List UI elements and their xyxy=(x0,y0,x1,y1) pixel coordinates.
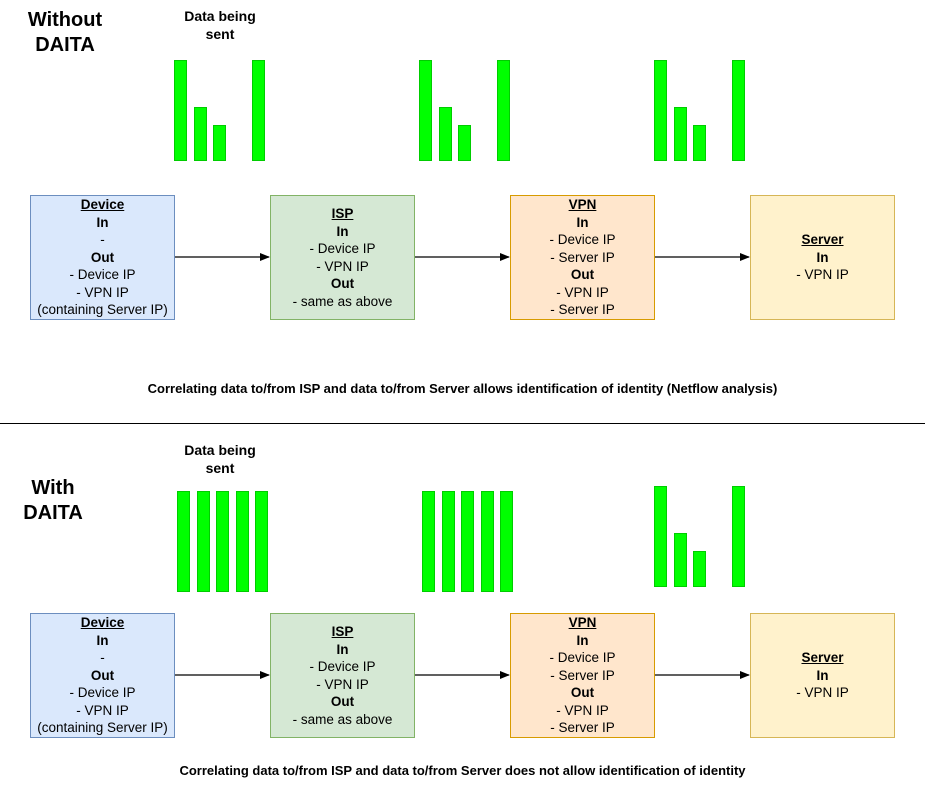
traffic-bar xyxy=(174,60,187,161)
box-line: - VPN IP xyxy=(316,258,369,274)
box-line: - Server IP xyxy=(550,720,615,736)
section-title-with-daita: With DAITA xyxy=(23,477,83,524)
device-box-title: Device xyxy=(80,197,125,213)
box-section-heading: Out xyxy=(330,694,355,709)
correlation-note: Correlating data to/from ISP and data to… xyxy=(179,763,746,778)
box-section-heading: Out xyxy=(570,685,595,701)
box-line: - Device IP xyxy=(309,659,376,674)
traffic-bars-isp xyxy=(422,491,514,592)
traffic-bar xyxy=(458,125,471,161)
box-line: - xyxy=(100,650,105,666)
traffic-bar xyxy=(673,107,687,161)
traffic-bars-device xyxy=(174,60,266,161)
data-being-sent-caption: Data being sent xyxy=(184,8,256,42)
box-section-heading: In xyxy=(816,667,829,683)
traffic-bar xyxy=(693,125,706,161)
box-line: - same as above xyxy=(292,711,393,727)
vpn-box: VPN In - Device IP - Server IP Out - VPN IP - … xyxy=(510,195,655,320)
isp-box-title: ISP xyxy=(331,624,354,639)
traffic-bar xyxy=(693,551,706,587)
box-section-heading: In xyxy=(576,632,589,648)
isp-box: ISP In - Device IP - VPN IP Out - same as abo… xyxy=(270,195,415,320)
traffic-bars-vpn xyxy=(654,486,746,587)
box-line: - VPN IP xyxy=(76,284,129,300)
box-line: - Server IP xyxy=(550,667,615,683)
box-line: - Device IP xyxy=(549,650,616,666)
section-divider xyxy=(0,423,925,424)
server-box: Server In - VPN IP xyxy=(750,613,895,738)
vpn-box-title: VPN xyxy=(568,197,597,213)
box-line: (containing Server IP) xyxy=(37,720,168,736)
box-line: - same as above xyxy=(292,293,393,309)
box-section-heading: Out xyxy=(570,267,595,283)
traffic-bars-isp xyxy=(419,60,511,161)
traffic-bar xyxy=(196,491,210,592)
traffic-bar xyxy=(422,491,435,592)
traffic-bar xyxy=(213,125,226,161)
box-section-heading: In xyxy=(336,223,349,239)
box-line: (containing Server IP) xyxy=(37,302,168,318)
traffic-bar xyxy=(497,60,510,161)
box-section-heading: Out xyxy=(330,276,355,291)
traffic-bar xyxy=(500,491,513,592)
traffic-bar xyxy=(419,60,432,161)
traffic-bar xyxy=(732,486,745,587)
isp-box: ISP In - Device IP - VPN IP Out - same as abo… xyxy=(270,613,415,738)
traffic-bar xyxy=(673,533,687,587)
traffic-bar xyxy=(252,60,265,161)
box-line: - Device IP xyxy=(69,685,136,701)
device-box: Device In - Out - Device IP - VPN IP (containi… xyxy=(30,195,175,320)
traffic-bar xyxy=(177,491,190,592)
box-section-heading: In xyxy=(96,632,109,648)
server-box-title: Server xyxy=(801,232,844,248)
box-section-heading: In xyxy=(816,249,829,265)
box-line: - Server IP xyxy=(550,302,615,318)
box-line: - VPN IP xyxy=(76,702,129,718)
traffic-bar xyxy=(438,107,452,161)
server-box-title: Server xyxy=(801,650,844,666)
box-line: - xyxy=(100,232,105,248)
traffic-bars-device xyxy=(177,491,269,592)
traffic-bar xyxy=(654,486,667,587)
box-line: - Device IP xyxy=(309,241,376,256)
traffic-bar xyxy=(654,60,667,161)
section-title-without-daita: Without DAITA xyxy=(27,9,103,56)
traffic-bars-vpn xyxy=(654,60,746,161)
box-line: - VPN IP xyxy=(796,267,849,283)
vpn-box: VPN In - Device IP - Server IP Out - VPN IP - … xyxy=(510,613,655,738)
traffic-bar xyxy=(216,491,229,592)
traffic-bar xyxy=(732,60,745,161)
traffic-bar xyxy=(255,491,268,592)
traffic-bar xyxy=(461,491,474,592)
box-line: - Device IP xyxy=(69,267,136,283)
isp-box-title: ISP xyxy=(331,206,354,221)
device-box: Device In - Out - Device IP - VPN IP (containi… xyxy=(30,613,175,738)
box-section-heading: In xyxy=(96,214,109,230)
box-section-heading: In xyxy=(336,641,349,657)
vpn-box-title: VPN xyxy=(568,615,597,631)
traffic-bar xyxy=(193,107,207,161)
data-being-sent-caption: Data being sent xyxy=(184,442,256,476)
box-line: - VPN IP xyxy=(556,284,609,300)
traffic-bar xyxy=(480,491,494,592)
box-line: - VPN IP xyxy=(796,685,849,701)
box-line: - VPN IP xyxy=(556,702,609,718)
box-line: - Server IP xyxy=(550,249,615,265)
box-section-heading: Out xyxy=(90,249,115,265)
device-box-title: Device xyxy=(80,615,125,631)
server-box: Server In - VPN IP xyxy=(750,195,895,320)
box-section-heading: Out xyxy=(90,667,115,683)
box-line: - VPN IP xyxy=(316,676,369,692)
correlation-note: Correlating data to/from ISP and data to… xyxy=(147,381,778,396)
box-line: - Device IP xyxy=(549,232,616,248)
box-section-heading: In xyxy=(576,214,589,230)
traffic-bar xyxy=(441,491,455,592)
traffic-bar xyxy=(235,491,249,592)
